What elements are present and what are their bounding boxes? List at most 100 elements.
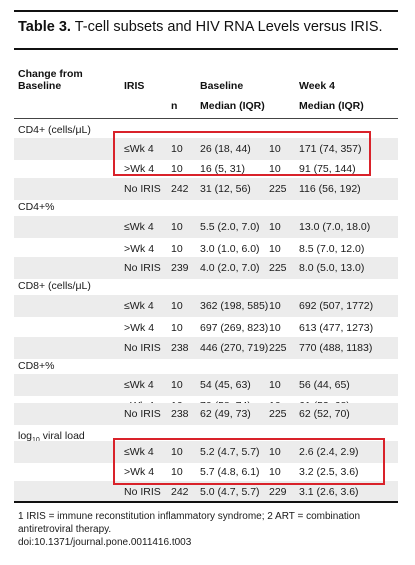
table-row: No IRIS 239 4.0 (2.0, 7.0) 225 8.0 (5.0,… (14, 257, 398, 279)
cell-n-week4: 225 (269, 408, 287, 420)
cell-baseline-median: 26 (18, 44) (200, 143, 251, 155)
table-row: >Wk 4 10 3.0 (1.0, 6.0) 10 8.5 (7.0, 12.… (14, 238, 398, 260)
table-row: ≤Wk 4 10 5.2 (4.7, 5.7) 10 2.6 (2.4, 2.9… (14, 441, 398, 463)
cell-week4-median: 613 (477, 1273) (299, 322, 374, 334)
cell-baseline-median: 54 (45, 63) (200, 379, 251, 391)
cell-week4-median: 116 (56, 192) (299, 183, 361, 195)
section-label-viral-load: log10 viral load (18, 430, 85, 444)
cell-baseline-median: 446 (270, 719) (200, 342, 269, 354)
cell-baseline-median: 362 (198, 585) (200, 300, 269, 312)
highlight-box-viral-load (113, 438, 385, 485)
cell-iris: ≤Wk 4 (124, 446, 154, 458)
cell-iris: >Wk 4 (124, 243, 155, 255)
cell-baseline-median: 4.0 (2.0, 7.0) (200, 262, 260, 274)
cell-iris: No IRIS (124, 408, 161, 420)
section-label-cd8-percent: CD8+% (18, 360, 55, 372)
table-row: No IRIS 238 62 (49, 73) 225 62 (52, 70) (14, 403, 398, 425)
cell-iris: No IRIS (124, 183, 161, 195)
cell-n-week4: 10 (269, 466, 281, 478)
cell-n: 238 (171, 342, 189, 354)
cell-week4-median: 8.0 (5.0, 13.0) (299, 262, 365, 274)
header-iris: IRIS (124, 80, 145, 92)
cell-n-week4: 10 (269, 143, 281, 155)
cell-n: 238 (171, 408, 189, 420)
cell-n-week4: 225 (269, 342, 287, 354)
header-median-iqr-week4: Median (IQR) (299, 100, 364, 112)
cell-iris: No IRIS (124, 262, 161, 274)
table-header: Change from Baseline IRIS Baseline Week … (14, 62, 398, 119)
header-n: n (171, 100, 178, 112)
cell-n-week4: 10 (269, 163, 281, 175)
cell-iris: ≤Wk 4 (124, 143, 154, 155)
table-row: >Wk 4 10 697 (269, 823) 10 613 (477, 127… (14, 317, 398, 339)
table-row: ≤Wk 4 10 5.5 (2.0, 7.0) 10 13.0 (7.0, 18… (14, 216, 398, 238)
table-row: No IRIS 242 5.0 (4.7, 5.7) 229 3.1 (2.6,… (14, 481, 398, 503)
cell-n-week4: 10 (269, 322, 281, 334)
highlight-box-cd4 (113, 131, 371, 176)
cell-baseline-median: 62 (49, 73) (200, 408, 251, 420)
table-row: ≤Wk 4 10 54 (45, 63) 10 56 (44, 65) (14, 374, 398, 396)
cell-week4-median: 3.2 (2.5, 3.6) (299, 466, 359, 478)
table-title-bar: Table 3. T-cell subsets and HIV RNA Leve… (14, 10, 398, 50)
cell-week4-median: 13.0 (7.0, 18.0) (299, 221, 371, 233)
cell-n-week4: 10 (269, 243, 281, 255)
cell-week4-median: 8.5 (7.0, 12.0) (299, 243, 365, 255)
section-label-viral-load-text: viral load (39, 430, 85, 442)
cell-n: 239 (171, 262, 189, 274)
cell-n: 10 (171, 379, 183, 391)
cell-iris: >Wk 4 (124, 163, 155, 175)
cell-n: 10 (171, 466, 183, 478)
section-label-log-base: 10 (32, 437, 40, 444)
table-row: >Wk 4 10 16 (5, 31) 10 91 (75, 144) (14, 158, 398, 180)
doi-text: doi:10.1371/journal.pone.0011416.t003 (18, 537, 192, 548)
cell-n-week4: 10 (269, 300, 281, 312)
cell-n-week4: 10 (269, 446, 281, 458)
table-row: >Wk 4 10 5.7 (4.8, 6.1) 10 3.2 (2.5, 3.6… (14, 461, 398, 483)
table-row: No IRIS 238 446 (270, 719) 225 770 (488,… (14, 337, 398, 359)
cell-iris: No IRIS (124, 486, 161, 498)
cell-iris: >Wk 4 (124, 322, 155, 334)
cell-baseline-median: 31 (12, 56) (200, 183, 251, 195)
cell-iris: No IRIS (124, 342, 161, 354)
table-bottom-rule (14, 501, 398, 503)
cell-baseline-median: 5.5 (2.0, 7.0) (200, 221, 260, 233)
cell-n-week4: 229 (269, 486, 287, 498)
header-baseline: Baseline (200, 80, 244, 92)
section-label-log: log (18, 430, 33, 442)
cell-week4-median: 62 (52, 70) (299, 408, 350, 420)
cell-week4-median: 2.6 (2.4, 2.9) (299, 446, 359, 458)
cell-iris: ≤Wk 4 (124, 379, 154, 391)
cell-baseline-median: 5.0 (4.7, 5.7) (200, 486, 260, 498)
cell-n: 10 (171, 300, 183, 312)
cell-week4-median: 3.1 (2.6, 3.6) (299, 486, 359, 498)
cell-n-week4: 10 (269, 379, 281, 391)
cell-iris: ≤Wk 4 (124, 300, 154, 312)
cell-n-week4: 225 (269, 262, 287, 274)
cell-n: 242 (171, 486, 189, 498)
header-rule (14, 118, 398, 119)
cell-baseline-median: 5.2 (4.7, 5.7) (200, 446, 260, 458)
cell-week4-median: 171 (74, 357) (299, 143, 362, 155)
table-row: No IRIS 242 31 (12, 56) 225 116 (56, 192… (14, 178, 398, 200)
cell-baseline-median: 3.0 (1.0, 6.0) (200, 243, 260, 255)
cell-iris: ≤Wk 4 (124, 221, 154, 233)
cell-baseline-median: 5.7 (4.8, 6.1) (200, 466, 260, 478)
cell-week4-median: 91 (75, 144) (299, 163, 356, 175)
cell-n: 10 (171, 163, 183, 175)
cell-baseline-median: 16 (5, 31) (200, 163, 245, 175)
cell-iris: >Wk 4 (124, 466, 155, 478)
table-title: Table 3. T-cell subsets and HIV RNA Leve… (18, 19, 383, 35)
cell-n: 10 (171, 322, 183, 334)
cell-n-week4: 10 (269, 221, 281, 233)
cell-baseline-median: 697 (269, 823) (200, 322, 269, 334)
cell-n: 10 (171, 143, 183, 155)
header-median-iqr: Median (IQR) (200, 100, 265, 112)
cell-week4-median: 770 (488, 1183) (299, 342, 373, 354)
header-baseline-label: Baseline (18, 80, 62, 92)
table-title-text: T-cell subsets and HIV RNA Levels versus… (74, 19, 383, 35)
cell-week4-median: 56 (44, 65) (299, 379, 350, 391)
cell-n-week4: 225 (269, 183, 287, 195)
cell-week4-median: 692 (507, 1772) (299, 300, 374, 312)
table-row: ≤Wk 4 10 362 (198, 585) 10 692 (507, 177… (14, 295, 398, 317)
table-row: ≤Wk 4 10 26 (18, 44) 10 171 (74, 357) (14, 138, 398, 160)
